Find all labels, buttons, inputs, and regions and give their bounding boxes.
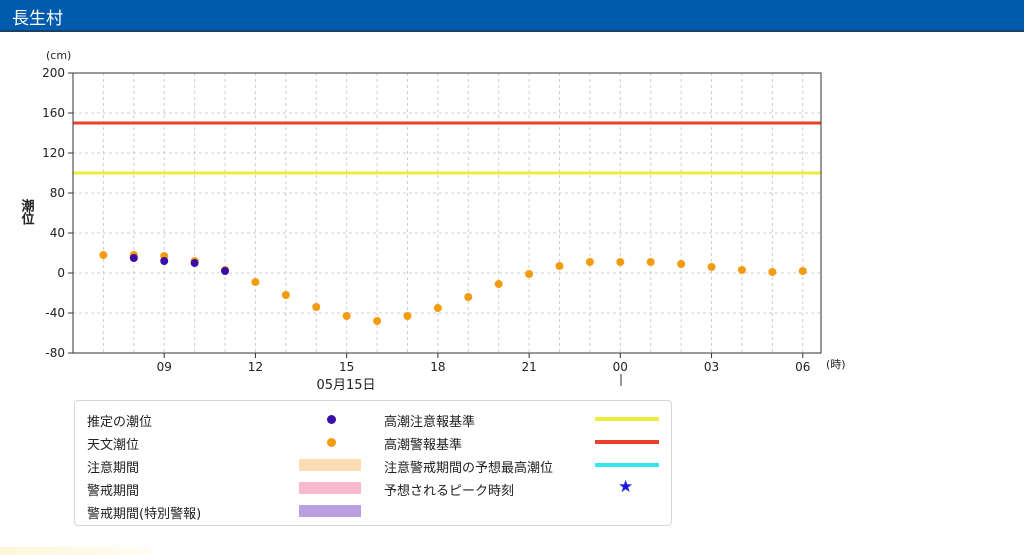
plot-frame	[72, 72, 822, 354]
legend-box-swatch	[299, 459, 361, 471]
astronomical-tide-point	[585, 258, 594, 266]
y-tick-label: 160	[42, 106, 65, 120]
estimated-tide-point	[129, 254, 138, 262]
legend-line-swatch	[595, 463, 659, 467]
threshold-lines	[73, 121, 821, 175]
legend-label: 予想されるピーク時刻	[384, 484, 515, 499]
legend-label: 高潮注意報基準	[384, 415, 476, 430]
legend-label: 注意警戒期間の予想最高潮位	[384, 461, 554, 476]
y-tick-label: 40	[50, 226, 65, 240]
x-tick-label: 15	[339, 360, 354, 374]
astronomical-tide-point	[737, 266, 746, 274]
x-tick-label: 06	[795, 360, 810, 374]
title-bar: 長生村	[0, 0, 1024, 32]
legend-label: 推定の潮位	[87, 415, 153, 430]
legend-dot-swatch	[327, 415, 336, 424]
astronomical-tide-point	[312, 303, 321, 311]
y-tick-label: 120	[42, 146, 65, 160]
astronomical-tide-point	[768, 268, 777, 276]
x-unit-label: (時)	[826, 358, 846, 371]
legend-line-swatch	[595, 440, 659, 444]
astronomical-tide-point	[373, 317, 382, 325]
y-axis-label: 潮位	[19, 198, 35, 226]
data-points	[99, 251, 807, 325]
astronomical-tide-point	[281, 291, 290, 299]
y-unit-label: (cm)	[46, 49, 71, 62]
astronomical-tide-point	[494, 280, 503, 288]
astronomical-tide-point	[616, 258, 625, 266]
legend-label: 注意期間	[87, 461, 140, 476]
star-icon: ★	[618, 477, 634, 497]
legend-box-swatch	[299, 482, 361, 494]
legend-label: 警戒期間	[87, 484, 140, 499]
x-tick-label: 21	[521, 360, 536, 374]
tide-chart: 200 160 120 80 40 0 -40 -80 09 12 15 18 21 00 03 06 (cm…	[19, 49, 846, 393]
astronomical-tide-point	[403, 312, 412, 320]
legend-dot-swatch	[327, 438, 336, 447]
x-tick-label: 09	[157, 360, 172, 374]
x-tick-label: 03	[704, 360, 719, 374]
legend-label: 警戒期間(特別警報)	[87, 507, 202, 522]
estimated-tide-point	[190, 259, 199, 267]
astronomical-tide-point	[798, 267, 807, 275]
astronomical-tide-point	[677, 260, 686, 268]
y-tick-label: 200	[42, 66, 65, 80]
estimated-tide-point	[160, 257, 169, 265]
astronomical-tide-point	[525, 270, 534, 278]
x-tick-label: 12	[248, 360, 263, 374]
page-title: 長生村	[12, 9, 63, 29]
axes: 200 160 120 80 40 0 -40 -80 09 12 15 18 21 00 03 06	[42, 66, 810, 374]
legend-label: 天文潮位	[87, 438, 140, 453]
y-tick-label: -40	[45, 306, 65, 320]
astronomical-tide-point	[99, 251, 108, 259]
legend-line-swatch	[595, 417, 659, 421]
footer-strip	[0, 547, 150, 555]
estimated-tide-point	[221, 267, 230, 275]
y-tick-label: 80	[50, 186, 65, 200]
astronomical-tide-point	[646, 258, 655, 266]
astronomical-tide-point	[707, 263, 716, 271]
y-tick-label: 0	[57, 266, 65, 280]
grid	[72, 73, 821, 353]
astronomical-tide-point	[251, 278, 260, 286]
astronomical-tide-point	[433, 304, 442, 312]
astronomical-tide-point	[555, 262, 564, 270]
legend: 推定の潮位天文潮位注意期間警戒期間警戒期間(特別警報) 高潮注意報基準 高潮警報基準…	[74, 400, 672, 526]
x-tick-label: 18	[430, 360, 445, 374]
legend-label: 高潮警報基準	[384, 438, 463, 453]
astronomical-tide-point	[342, 312, 351, 320]
x-tick-label: 00	[613, 360, 628, 374]
y-tick-label: -80	[45, 346, 65, 360]
astronomical-tide-point	[464, 293, 473, 301]
date-label: 05月15日	[316, 378, 375, 393]
legend-box-swatch	[299, 505, 361, 517]
